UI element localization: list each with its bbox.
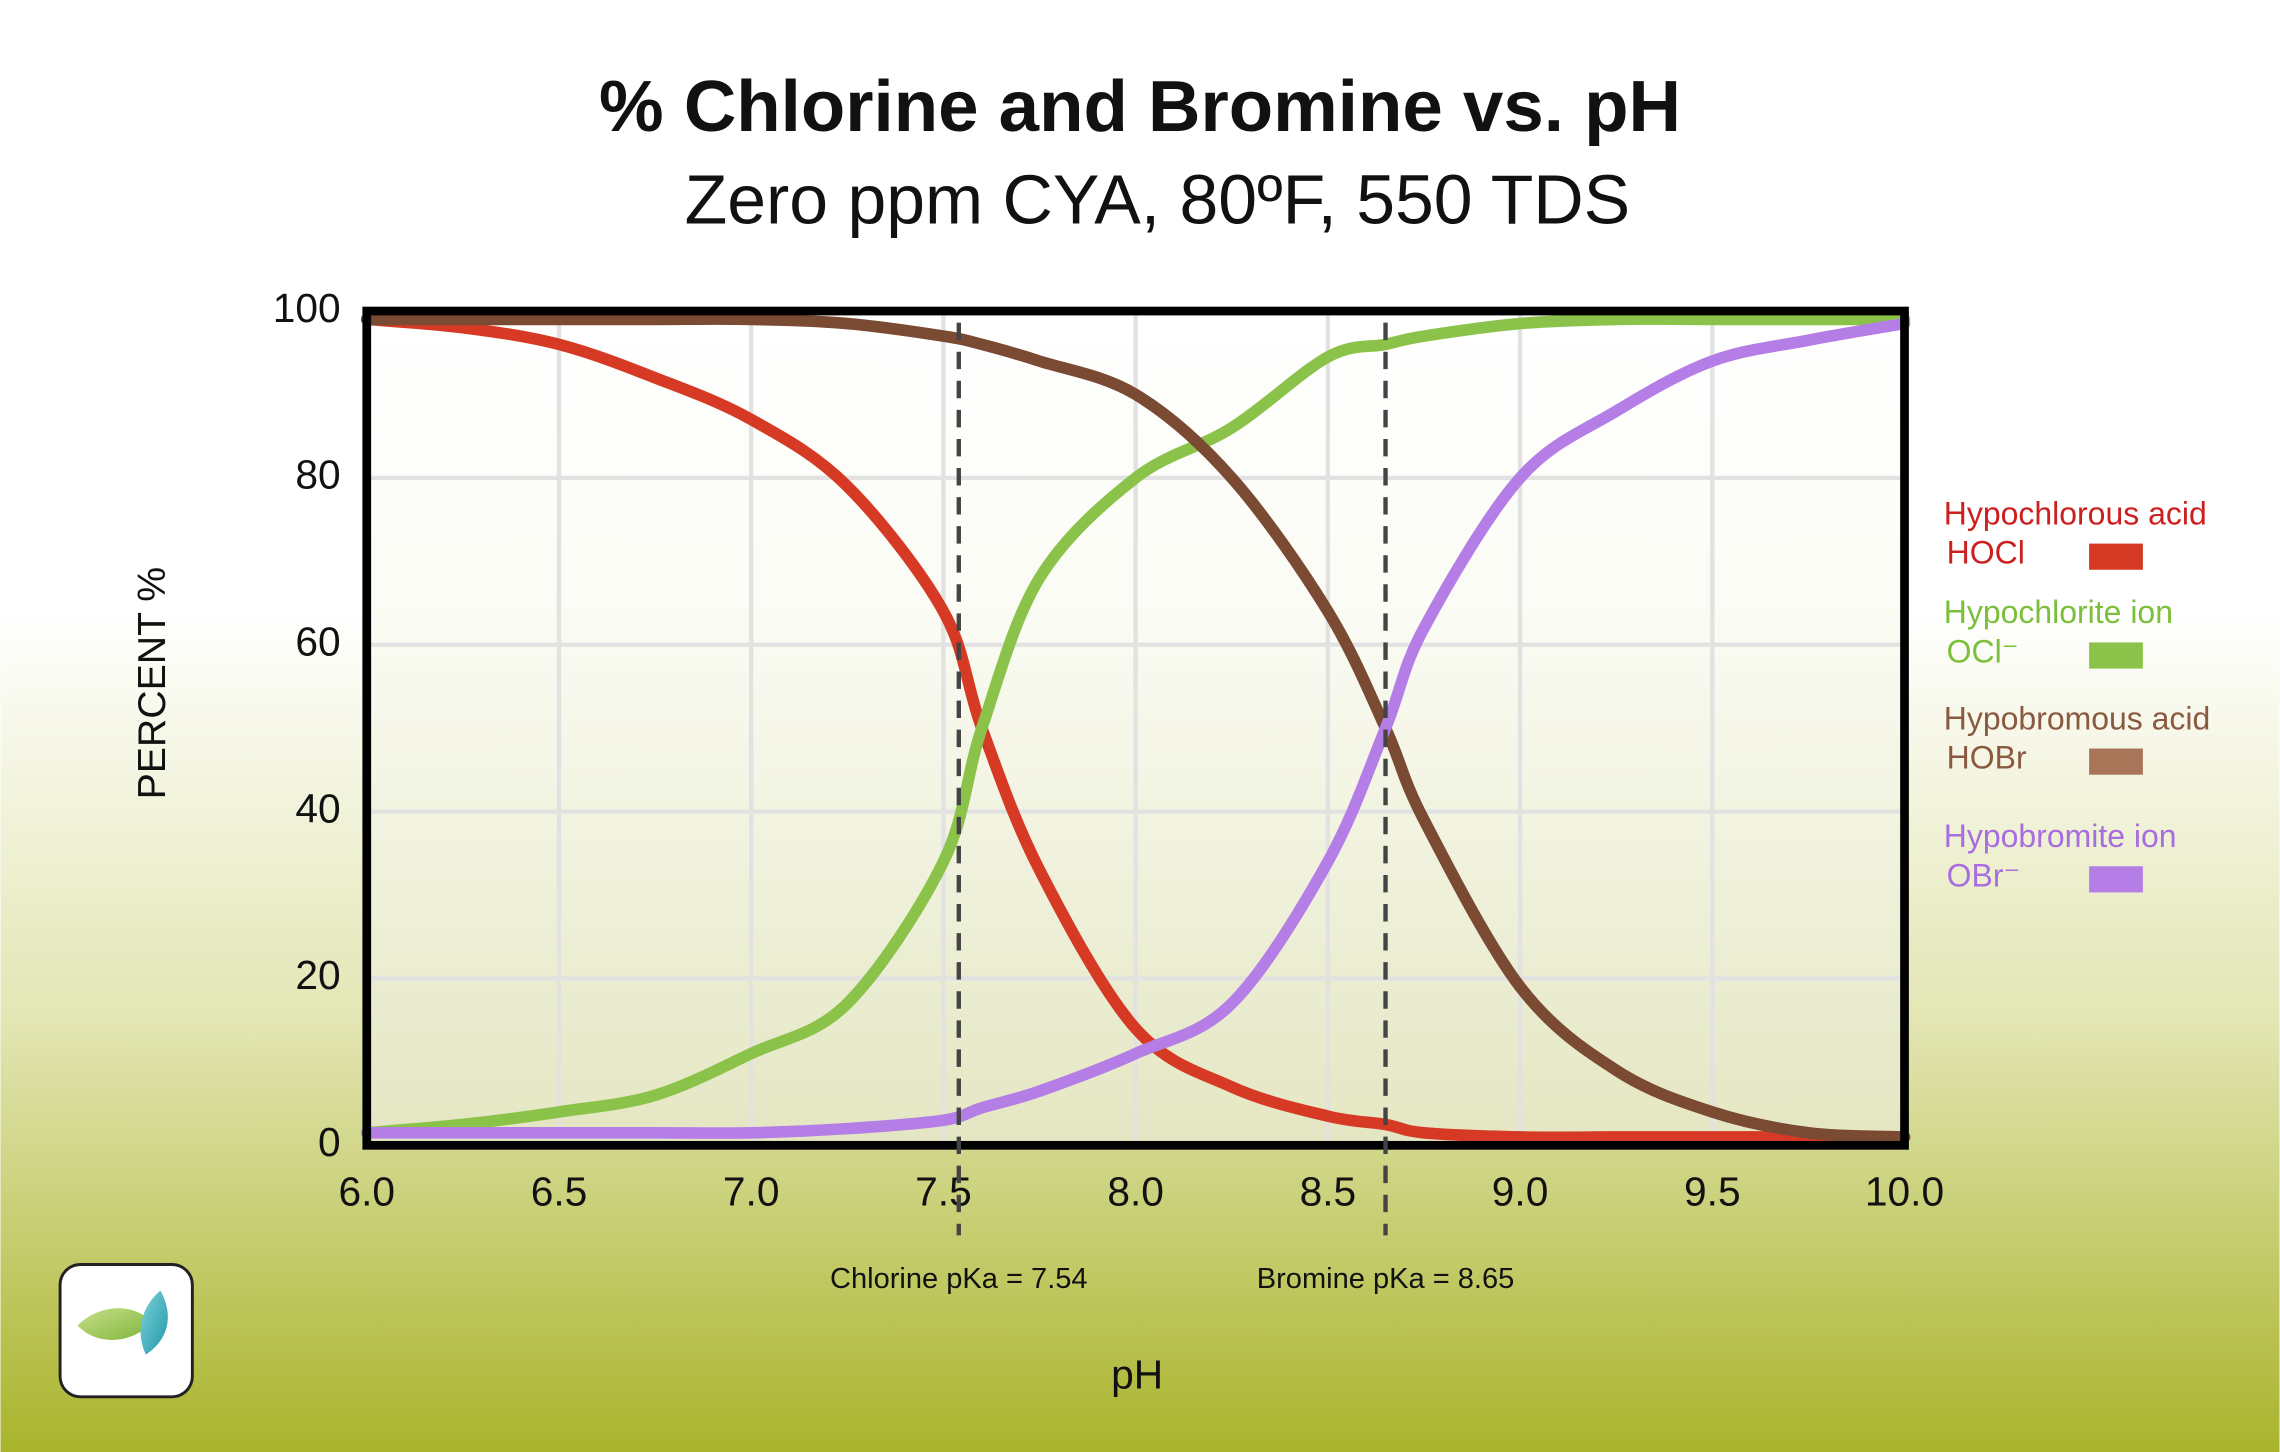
legend-swatch xyxy=(2089,642,2143,669)
plot-frame xyxy=(362,306,1909,1150)
legend-formula: HOBr xyxy=(1947,740,2027,776)
chart-subtitle: Zero ppm CYA, 80ºF, 550 TDS xyxy=(685,160,1631,238)
y-tick-label: 20 xyxy=(295,952,340,998)
logo xyxy=(58,1263,194,1399)
series-line xyxy=(360,313,1911,1144)
x-tick-label: 7.0 xyxy=(723,1168,780,1214)
legend-name: Hypobromite ion xyxy=(1944,818,2177,854)
legend-formula: OCl⁻ xyxy=(1947,633,2019,669)
legend-name: Hypobromous acid xyxy=(1944,700,2211,736)
x-tick-label: 9.0 xyxy=(1492,1168,1549,1214)
series-line xyxy=(360,313,1911,1139)
x-tick-label: 8.5 xyxy=(1300,1168,1357,1214)
y-tick-label: 60 xyxy=(295,619,340,665)
y-tick-label: 100 xyxy=(273,285,341,331)
y-tick-label: 0 xyxy=(318,1119,341,1165)
x-tick-label: 7.5 xyxy=(915,1168,972,1214)
legend-formula: HOCl xyxy=(1947,535,2025,571)
pka-label: Chlorine pKa = 7.54 xyxy=(830,1263,1088,1295)
y-axis-label: PERCENT % xyxy=(130,567,174,800)
x-tick-label: 6.5 xyxy=(531,1168,588,1214)
x-tick-label: 9.5 xyxy=(1684,1168,1741,1214)
legend-swatch xyxy=(2089,543,2143,570)
chart-title: % Chlorine and Bromine vs. pH xyxy=(599,66,1681,147)
legend-name: Hypochlorous acid xyxy=(1944,495,2207,531)
pka-label: Bromine pKa = 8.65 xyxy=(1257,1263,1515,1295)
legend-swatch xyxy=(2089,748,2143,775)
series-line xyxy=(360,313,1911,1143)
x-tick-label: 10.0 xyxy=(1865,1168,1944,1214)
x-tick-label: 6.0 xyxy=(338,1168,395,1214)
legend-swatch xyxy=(2089,866,2143,893)
x-tick-label: 8.0 xyxy=(1107,1168,1164,1214)
legend-formula: OBr⁻ xyxy=(1947,857,2021,893)
y-tick-label: 40 xyxy=(295,785,340,831)
y-tick-label: 80 xyxy=(295,452,340,498)
x-axis-label: pH xyxy=(1111,1352,1163,1398)
legend-name: Hypochlorite ion xyxy=(1944,594,2173,630)
plot-area xyxy=(360,306,1911,1150)
series-line xyxy=(360,317,1911,1139)
